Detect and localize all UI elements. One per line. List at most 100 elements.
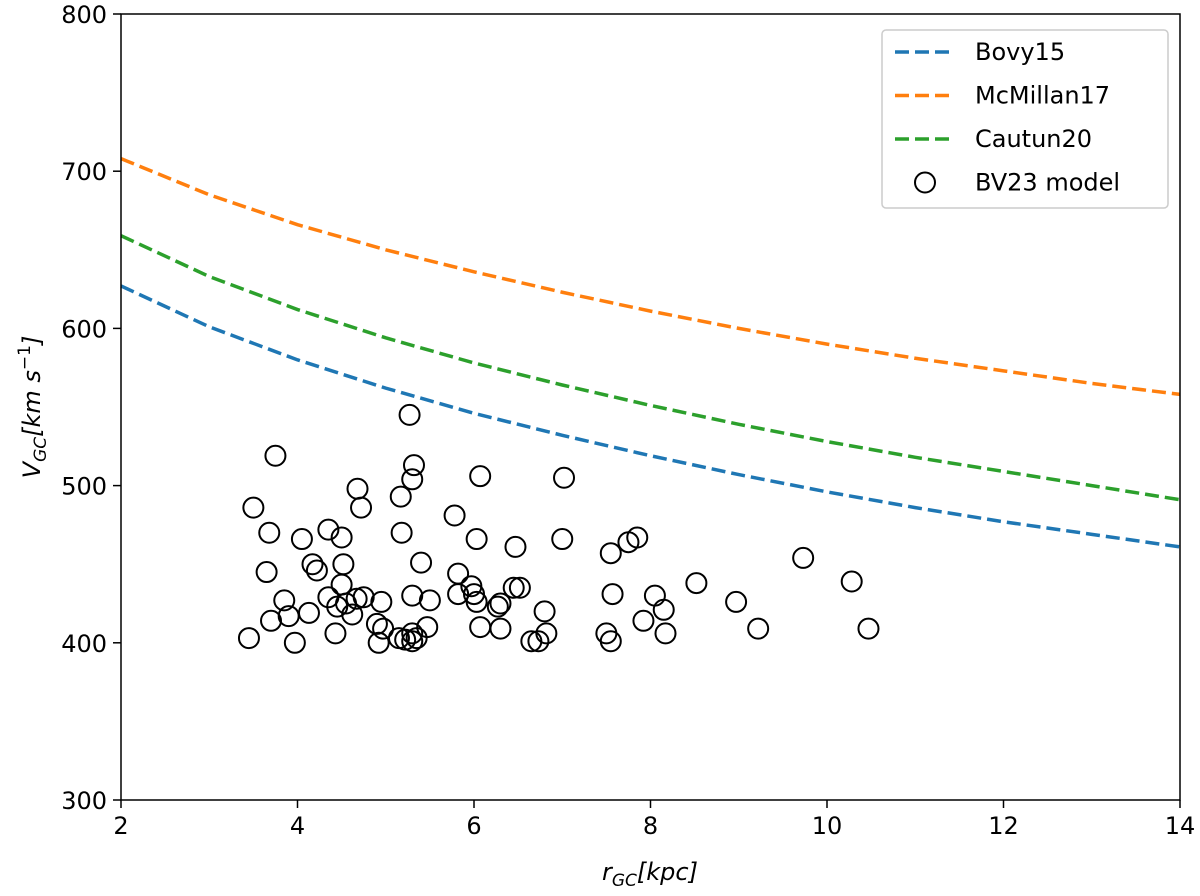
y-tick-label: 800 [61, 1, 107, 29]
scatter-point [255, 561, 278, 584]
scatter-point [626, 526, 649, 549]
y-tick-label: 700 [61, 158, 107, 186]
scatter-point [237, 627, 260, 650]
x-tick-label: 6 [466, 812, 481, 840]
scatter-point [401, 584, 424, 607]
scatter-point [242, 496, 265, 519]
scatter-point [290, 528, 313, 551]
y-tick-label: 600 [61, 315, 107, 343]
scatter-point [551, 528, 574, 551]
y-label-sub: GC [31, 437, 51, 462]
y-tick-label: 400 [61, 630, 107, 658]
plot-frame [120, 13, 1181, 801]
scatter-point [447, 562, 470, 585]
y-tick-label: 300 [61, 787, 107, 815]
y-axis-label: VGC[km s−1] [15, 336, 51, 479]
scatter-point [330, 526, 353, 549]
x-label-rest: [kpc] [637, 858, 698, 886]
x-tick-label: 2 [113, 812, 128, 840]
scatter-point [469, 616, 492, 639]
scatter-point [654, 622, 677, 645]
scatter-point [535, 622, 558, 645]
scatter-point [418, 589, 441, 612]
scatter-point [443, 504, 466, 527]
scatter-point [601, 583, 624, 606]
scatter-point [401, 468, 424, 491]
scatter-point [632, 609, 655, 632]
legend-label: BV23 model [975, 169, 1120, 197]
scatter-point [332, 553, 355, 576]
scatter-point [301, 553, 324, 576]
scatter-point [398, 403, 421, 426]
scatter-point [264, 444, 287, 467]
scatter-point [465, 590, 488, 613]
legend-label: Cautun20 [975, 125, 1092, 153]
x-tick-label: 14 [1165, 812, 1196, 840]
legend-swatch [914, 171, 936, 194]
scatter-point [273, 589, 296, 612]
scatter-point [533, 600, 556, 623]
scatter-point [527, 630, 550, 653]
scatter-point [857, 617, 880, 640]
x-tick-label: 10 [812, 812, 843, 840]
x-tick-label: 8 [643, 812, 658, 840]
legend-box [881, 29, 1169, 209]
x-label-sub: GC [612, 871, 637, 891]
scatter-point [725, 590, 748, 613]
y-label-end: ] [18, 336, 46, 346]
scatter-point [350, 496, 373, 519]
series-line [120, 157, 1181, 397]
scatter-point [416, 616, 439, 639]
scatter-point [489, 592, 512, 615]
scatter-point [367, 631, 390, 654]
scatter-point [792, 546, 815, 569]
scatter-point [447, 583, 470, 606]
scatter-point [747, 617, 770, 640]
scatter-point [370, 590, 393, 613]
legend-label: Bovy15 [975, 38, 1065, 66]
scatter-point [401, 630, 424, 653]
scatter-point [365, 612, 388, 635]
scatter-point [486, 595, 509, 618]
legend-label: McMillan17 [975, 82, 1110, 110]
scatter-point [305, 559, 328, 582]
x-axis-label: rGC[kpc] [602, 858, 698, 891]
scatter-point [599, 542, 622, 565]
scatter-point [652, 598, 675, 621]
scatter-point [489, 617, 512, 640]
scatter-point [341, 603, 364, 626]
scatter-point [402, 454, 425, 477]
scatter-point [410, 551, 433, 574]
series-line [120, 284, 1181, 549]
scatter-point [504, 535, 527, 558]
series-line [120, 234, 1181, 502]
scatter-point [685, 572, 708, 595]
y-tick-label: 500 [61, 473, 107, 501]
scatter-point [390, 521, 413, 544]
scatter-point [297, 601, 320, 624]
scatter-point [260, 609, 283, 632]
scatter-point [324, 622, 347, 645]
scatter-point [502, 576, 525, 599]
scatter-point [401, 622, 424, 645]
scatter-point [317, 518, 340, 541]
scatter-point [643, 584, 666, 607]
scatter-point [346, 477, 369, 500]
y-label-main: V [18, 460, 46, 478]
scatter-point [840, 570, 863, 593]
scatter-point [283, 631, 306, 654]
scatter-point [258, 521, 281, 544]
scatter-point [352, 586, 375, 609]
y-label-rest: [km s [18, 370, 46, 437]
scatter-point [508, 576, 531, 599]
scatter-point [465, 528, 488, 551]
scatter-point [389, 485, 412, 508]
x-label-main: r [602, 858, 614, 886]
x-tick-label: 4 [290, 812, 305, 840]
scatter-point [469, 465, 492, 488]
scatter-point [599, 630, 622, 653]
scatter-point [553, 466, 576, 489]
scatter-point [372, 617, 395, 640]
y-label-sup: −1 [15, 345, 35, 370]
